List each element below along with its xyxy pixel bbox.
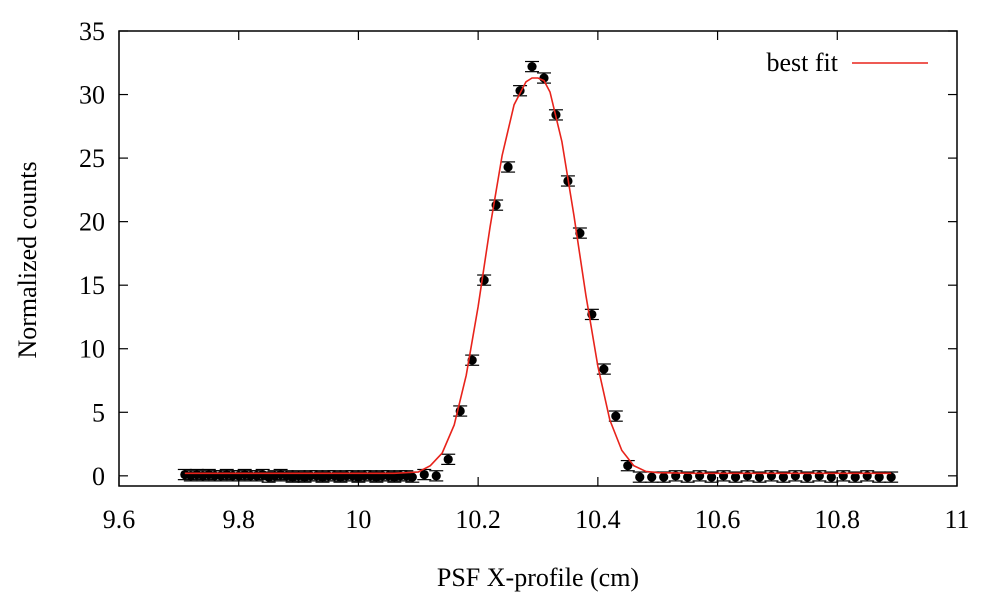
- data-point: [778, 472, 789, 482]
- data-point: [419, 469, 429, 480]
- data-point: [886, 472, 896, 482]
- data-point: [527, 61, 537, 72]
- data-point: [647, 472, 657, 482]
- data-point: [623, 461, 633, 471]
- x-tick-label: 9.8: [222, 505, 255, 534]
- y-axis-title: Normalized counts: [13, 161, 42, 358]
- data-point: [683, 472, 693, 482]
- data-point: [659, 472, 669, 482]
- x-axis-title: PSF X-profile (cm): [437, 563, 639, 592]
- data-point: [431, 471, 441, 481]
- data-point: [503, 162, 513, 172]
- x-tick-label: 10.8: [815, 505, 861, 534]
- data-point: [443, 454, 453, 464]
- data-point: [802, 472, 812, 482]
- y-tick-label: 25: [79, 144, 105, 173]
- error-bars: [177, 60, 899, 483]
- data-point: [730, 472, 741, 482]
- y-tick-label: 20: [79, 208, 105, 237]
- data-point: [826, 472, 836, 482]
- plot-frame: [118, 30, 958, 487]
- best-fit-curve: [184, 77, 892, 475]
- x-tick-label: 10.4: [575, 505, 621, 534]
- data-point: [407, 472, 417, 482]
- data-point: [611, 411, 621, 421]
- y-tick-label: 15: [79, 271, 105, 300]
- data-point: [599, 364, 609, 374]
- x-tick-label: 10.6: [695, 505, 741, 534]
- data-point: [850, 472, 860, 482]
- y-tick-label: 30: [79, 81, 105, 110]
- data-points: [180, 61, 896, 482]
- data-point: [706, 472, 717, 482]
- x-tick-label: 10: [345, 505, 371, 534]
- x-tick-label: 11: [944, 505, 969, 534]
- legend: best fit: [767, 48, 928, 77]
- x-tick-label: 9.6: [103, 505, 136, 534]
- y-tick-label: 10: [79, 335, 105, 364]
- y-tick-label: 0: [92, 462, 105, 491]
- plot-area: 9.6 9.8 10 10.2 10.4 10.6 10.8 11 0 5 10 15 20 25 30 3…: [79, 17, 970, 534]
- legend-label-best-fit: best fit: [767, 48, 839, 77]
- x-axis-ticks: 9.6 9.8 10 10.2 10.4 10.6 10.8 11: [103, 31, 970, 534]
- data-point: [874, 472, 884, 482]
- y-axis-ticks: 0 5 10 15 20 25 30 35: [79, 17, 957, 491]
- y-tick-label: 5: [92, 398, 105, 427]
- data-point: [635, 472, 645, 482]
- data-point: [754, 472, 765, 482]
- y-tick-label: 35: [79, 17, 105, 46]
- x-tick-label: 10.2: [455, 505, 501, 534]
